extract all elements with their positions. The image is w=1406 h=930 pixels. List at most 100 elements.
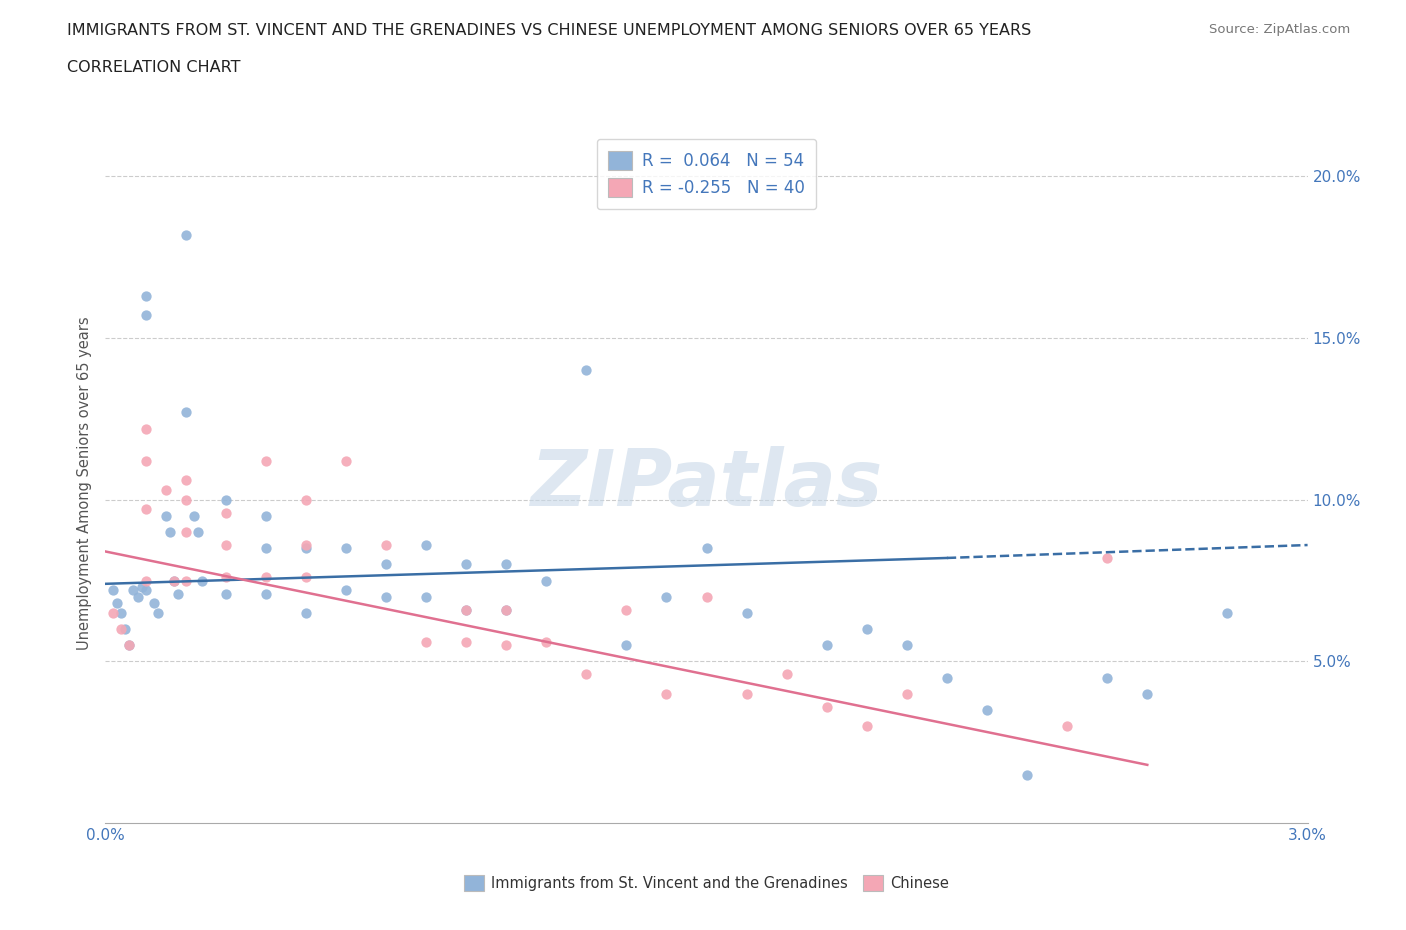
Point	[174, 573, 197, 588]
Point	[454, 634, 477, 649]
Point	[183, 509, 205, 524]
Point	[174, 525, 197, 539]
Point	[110, 621, 132, 636]
Point	[1136, 686, 1159, 701]
Point	[135, 308, 157, 323]
Point	[214, 538, 236, 552]
Point	[1097, 671, 1119, 685]
Point	[776, 667, 799, 682]
Point	[495, 603, 517, 618]
Point	[135, 583, 157, 598]
Point	[454, 557, 477, 572]
Point	[162, 573, 184, 588]
Point	[174, 405, 197, 420]
Point	[254, 509, 277, 524]
Legend: Immigrants from St. Vincent and the Grenadines, Chinese: Immigrants from St. Vincent and the Gren…	[458, 869, 955, 897]
Point	[415, 538, 437, 552]
Point	[495, 557, 517, 572]
Point	[335, 454, 357, 469]
Point	[534, 634, 557, 649]
Point	[1017, 767, 1039, 782]
Point	[295, 570, 318, 585]
Point	[896, 638, 918, 653]
Point	[295, 492, 318, 507]
Point	[575, 363, 598, 378]
Point	[146, 605, 169, 620]
Point	[295, 541, 318, 556]
Point	[174, 227, 197, 242]
Point	[575, 667, 598, 682]
Point	[103, 583, 125, 598]
Point	[135, 502, 157, 517]
Point	[696, 590, 718, 604]
Point	[815, 638, 838, 653]
Point	[655, 686, 678, 701]
Point	[815, 699, 838, 714]
Point	[131, 579, 153, 594]
Point	[159, 525, 181, 539]
Point	[214, 586, 236, 601]
Point	[616, 603, 638, 618]
Point	[127, 590, 149, 604]
Point	[415, 634, 437, 649]
Point	[415, 590, 437, 604]
Point	[295, 605, 318, 620]
Point	[162, 573, 184, 588]
Point	[295, 538, 318, 552]
Point	[735, 686, 758, 701]
Point	[155, 483, 177, 498]
Point	[214, 505, 236, 520]
Point	[855, 719, 877, 734]
Point	[135, 573, 157, 588]
Point	[335, 541, 357, 556]
Point	[335, 583, 357, 598]
Point	[190, 573, 212, 588]
Point	[896, 686, 918, 701]
Point	[110, 605, 132, 620]
Text: Source: ZipAtlas.com: Source: ZipAtlas.com	[1209, 23, 1350, 36]
Point	[114, 621, 136, 636]
Point	[696, 541, 718, 556]
Point	[1216, 605, 1239, 620]
Point	[122, 583, 145, 598]
Point	[534, 573, 557, 588]
Point	[936, 671, 959, 685]
Point	[174, 492, 197, 507]
Point	[254, 570, 277, 585]
Point	[214, 570, 236, 585]
Point	[118, 638, 141, 653]
Point	[655, 590, 678, 604]
Point	[103, 605, 125, 620]
Point	[454, 603, 477, 618]
Point	[174, 473, 197, 488]
Point	[1056, 719, 1078, 734]
Point	[254, 454, 277, 469]
Point	[735, 605, 758, 620]
Text: ZIPatlas: ZIPatlas	[530, 445, 883, 522]
Point	[374, 557, 398, 572]
Text: IMMIGRANTS FROM ST. VINCENT AND THE GRENADINES VS CHINESE UNEMPLOYMENT AMONG SEN: IMMIGRANTS FROM ST. VINCENT AND THE GREN…	[67, 23, 1032, 38]
Point	[118, 638, 141, 653]
Point	[254, 586, 277, 601]
Point	[1097, 551, 1119, 565]
Point	[135, 454, 157, 469]
Point	[107, 596, 129, 611]
Point	[454, 603, 477, 618]
Point	[166, 586, 188, 601]
Text: CORRELATION CHART: CORRELATION CHART	[67, 60, 240, 75]
Point	[254, 541, 277, 556]
Point	[855, 621, 877, 636]
Point	[374, 590, 398, 604]
Point	[374, 538, 398, 552]
Point	[187, 525, 209, 539]
Point	[135, 288, 157, 303]
Y-axis label: Unemployment Among Seniors over 65 years: Unemployment Among Seniors over 65 years	[77, 317, 93, 650]
Point	[135, 421, 157, 436]
Point	[976, 702, 998, 717]
Point	[495, 638, 517, 653]
Point	[142, 596, 165, 611]
Point	[214, 492, 236, 507]
Point	[616, 638, 638, 653]
Point	[155, 509, 177, 524]
Point	[495, 603, 517, 618]
